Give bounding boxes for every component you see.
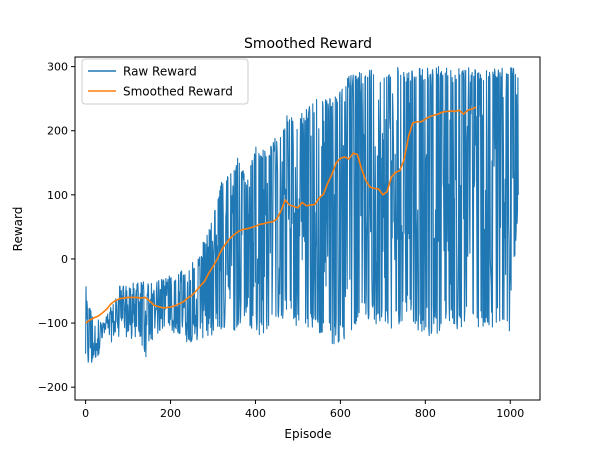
- x-axis-label: Episode: [284, 427, 331, 441]
- y-tick-label: 300: [47, 61, 68, 74]
- y-tick-label: 200: [47, 125, 68, 138]
- ticks-layer: 0 200 400 600 800 1000 −200 −100 0 100 200 300: [38, 61, 524, 420]
- legend-label-raw-reward: Raw Reward: [123, 65, 197, 79]
- x-tick-label: 0: [82, 407, 89, 420]
- y-axis-label: Reward: [11, 207, 25, 252]
- legend: Raw Reward Smoothed Reward: [81, 58, 249, 105]
- legend-box: [81, 58, 249, 105]
- x-tick-label: 600: [330, 407, 351, 420]
- legend-label-smoothed-reward: Smoothed Reward: [123, 85, 233, 99]
- x-tick-label: 400: [245, 407, 266, 420]
- x-tick-label: 200: [160, 407, 181, 420]
- y-tick-label: −100: [38, 317, 68, 330]
- x-tick-label: 800: [415, 407, 436, 420]
- chart-title: Smoothed Reward: [244, 36, 372, 52]
- y-tick-label: 100: [47, 189, 68, 202]
- plot-layer: [85, 66, 519, 363]
- axes-frame: [74, 56, 541, 401]
- y-tick-label: −200: [38, 381, 68, 394]
- series-smoothed-reward-line: [85, 106, 477, 324]
- y-tick-label: 0: [61, 253, 68, 266]
- x-tick-label: 1000: [496, 407, 524, 420]
- series-raw-reward-line: [85, 66, 519, 363]
